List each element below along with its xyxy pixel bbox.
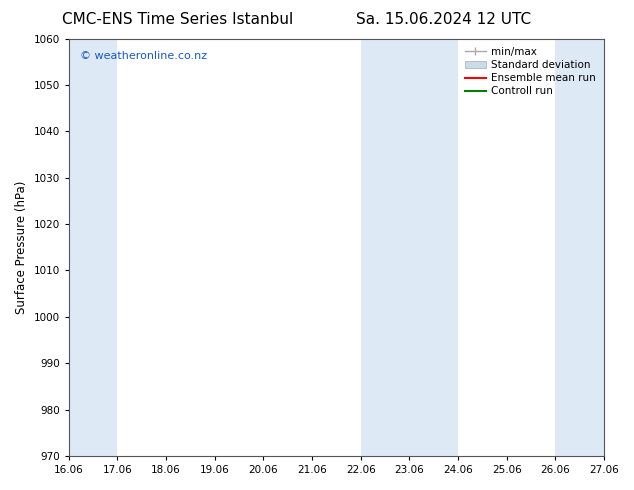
Text: Sa. 15.06.2024 12 UTC: Sa. 15.06.2024 12 UTC <box>356 12 531 27</box>
Bar <box>69 39 117 456</box>
Bar <box>555 39 604 456</box>
Text: © weatheronline.co.nz: © weatheronline.co.nz <box>79 51 207 61</box>
Y-axis label: Surface Pressure (hPa): Surface Pressure (hPa) <box>15 181 28 314</box>
Legend: min/max, Standard deviation, Ensemble mean run, Controll run: min/max, Standard deviation, Ensemble me… <box>462 44 599 99</box>
Text: CMC-ENS Time Series Istanbul: CMC-ENS Time Series Istanbul <box>62 12 293 27</box>
Bar <box>361 39 458 456</box>
